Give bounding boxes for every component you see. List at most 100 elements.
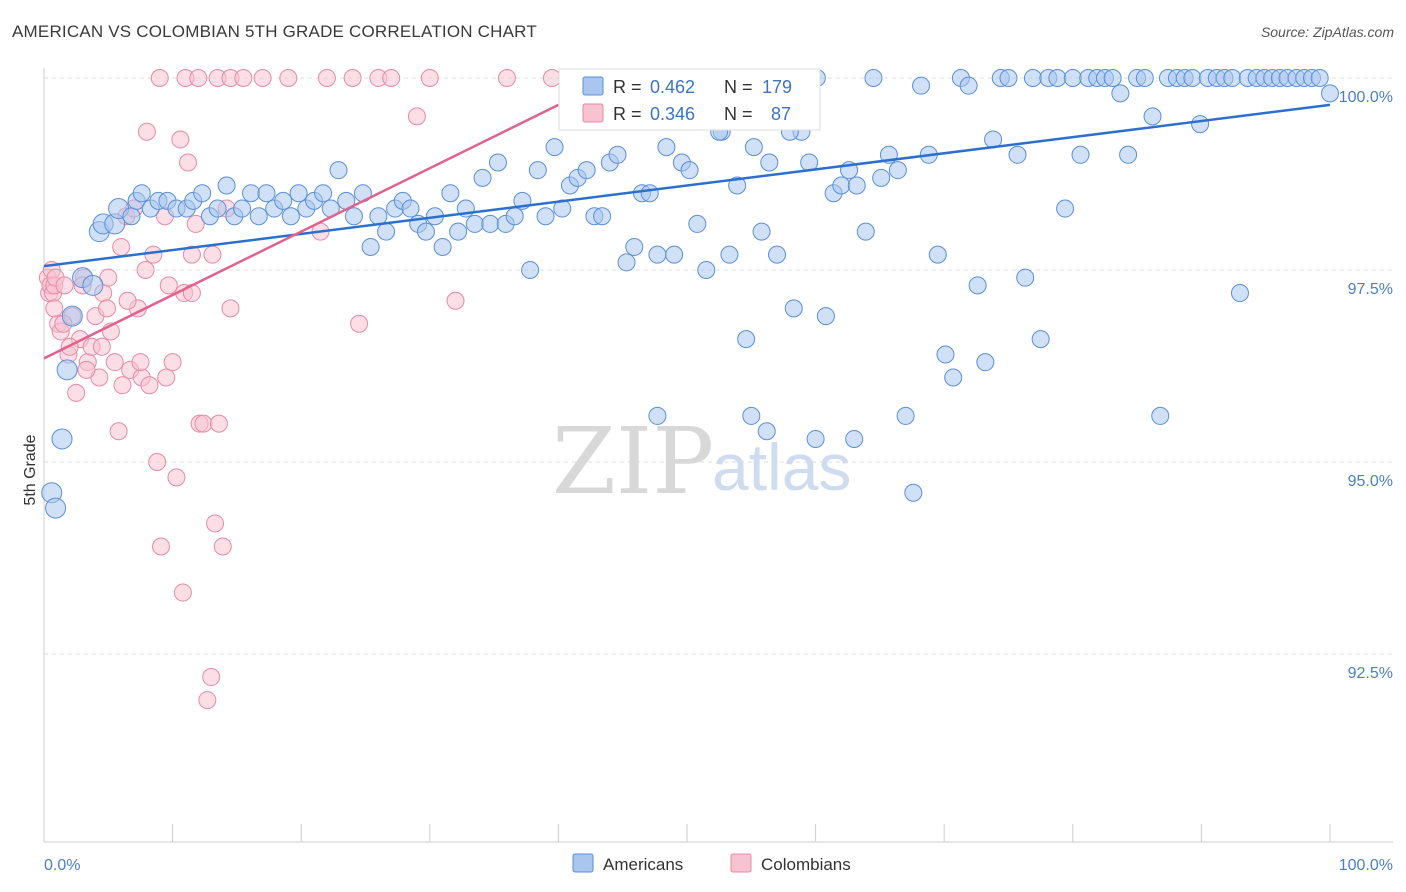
stats-r-value-1: 0.462 — [650, 77, 695, 97]
colombians-point-83 — [157, 368, 176, 387]
colombians-point-67 — [420, 69, 439, 87]
americans-point-145 — [1191, 115, 1210, 134]
y-tick-label-0: 92.5% — [1348, 665, 1393, 682]
colombians-point-37 — [163, 353, 182, 372]
americans-point-140 — [1151, 406, 1170, 425]
americans-point-161 — [1321, 84, 1339, 103]
source-credit: Source: ZipAtlas.com — [1260, 24, 1394, 40]
colombians-point-48 — [206, 514, 225, 533]
americans-point-57 — [488, 153, 507, 172]
stats-r-label-1: R = — [613, 77, 642, 97]
americans-point-168 — [757, 422, 776, 441]
stats-americans-swatch — [582, 76, 604, 96]
americans-point-167 — [742, 406, 761, 425]
americans-point-123 — [1016, 268, 1035, 287]
colombians-point-59 — [234, 69, 253, 87]
americans-point-13 — [132, 184, 151, 203]
americans-point-74 — [625, 237, 644, 256]
colombians-point-75 — [92, 337, 111, 356]
legend-americans-swatch — [572, 853, 594, 873]
americans-point-128 — [1056, 199, 1075, 218]
tick-labels: 92.5% 95.0% 97.5% 100.0% 0.0% 100.0% — [44, 89, 1393, 874]
americans-point-100 — [832, 176, 851, 195]
americans-point-129 — [1063, 69, 1082, 87]
colombians-point-33 — [148, 453, 167, 471]
americans-point-4 — [61, 305, 83, 327]
y-tick-label-3: 100.0% — [1339, 89, 1393, 106]
americans-point-117 — [968, 276, 987, 295]
americans-point-37 — [329, 161, 348, 180]
americans-point-81 — [680, 161, 699, 180]
americans-point-139 — [1143, 107, 1162, 126]
colombians-point-32 — [144, 245, 163, 264]
colombians-point-73 — [118, 291, 137, 310]
americans-point-150 — [1230, 284, 1249, 303]
americans-point-162 — [806, 429, 825, 448]
americans-point-91 — [760, 153, 779, 172]
colombians-point-24 — [113, 376, 132, 395]
colombians-point-52 — [221, 299, 240, 318]
colombians-point-72 — [446, 291, 465, 310]
americans-point-25 — [233, 199, 252, 218]
americans-point-104 — [864, 69, 883, 87]
colombians-point-65 — [382, 69, 401, 87]
colombians-point-22 — [105, 353, 124, 372]
americans-points — [41, 69, 1339, 519]
americans-point-160 — [1310, 69, 1329, 87]
colombians-point-41 — [179, 153, 198, 172]
americans-point-98 — [816, 307, 835, 326]
americans-point-90 — [752, 222, 771, 241]
americans-point-35 — [314, 184, 333, 203]
colombians-point-20 — [98, 299, 117, 318]
americans-point-77 — [648, 245, 667, 264]
americans-point-20 — [193, 184, 212, 203]
americans-point-1 — [45, 497, 67, 519]
americans-point-61 — [521, 261, 540, 279]
americans-point-39 — [344, 207, 363, 226]
colombians-point-23 — [109, 422, 128, 441]
americans-point-52 — [449, 222, 468, 241]
colombians-point-46 — [198, 691, 217, 710]
americans-point-70 — [593, 207, 612, 226]
colombians-point-68 — [497, 69, 516, 87]
americans-point-30 — [274, 191, 293, 210]
americans-point-79 — [665, 245, 684, 264]
americans-point-130 — [1071, 145, 1090, 164]
americans-point-103 — [856, 222, 875, 241]
x-tick-label-0: 0.0% — [44, 857, 80, 874]
stats-n-value-1: 179 — [762, 77, 792, 97]
americans-point-51 — [441, 184, 460, 203]
americans-point-135 — [1111, 84, 1130, 103]
americans-point-26 — [242, 184, 261, 203]
axes — [43, 68, 1393, 843]
stats-r-label-2: R = — [613, 104, 642, 124]
americans-point-108 — [896, 406, 915, 425]
americans-point-68 — [577, 161, 596, 180]
americans-point-11 — [122, 207, 141, 226]
colombians-point-66 — [407, 107, 426, 126]
americans-point-127 — [1048, 69, 1067, 87]
colombians-point-84 — [173, 583, 192, 602]
americans-point-112 — [928, 245, 947, 264]
series-legend: Americans Colombians — [572, 853, 851, 874]
americans-point-125 — [1031, 330, 1050, 349]
americans-point-110 — [912, 76, 931, 95]
legend-colombians-swatch — [730, 853, 752, 873]
americans-point-86 — [720, 245, 739, 264]
americans-point-3 — [56, 359, 78, 381]
americans-point-136 — [1119, 145, 1138, 164]
y-tick-label-2: 97.5% — [1348, 281, 1393, 298]
colombians-point-71 — [350, 314, 369, 333]
americans-point-78 — [657, 138, 676, 157]
colombians-point-36 — [159, 276, 178, 295]
americans-point-27 — [249, 207, 268, 226]
americans-point-2 — [51, 428, 73, 450]
americans-point-73 — [617, 253, 636, 272]
colombians-points — [38, 69, 561, 710]
stats-n-label-2: N = — [724, 104, 753, 124]
americans-point-42 — [369, 207, 388, 226]
colombians-point-30 — [136, 261, 155, 279]
americans-point-124 — [1023, 69, 1042, 87]
americans-point-88 — [737, 330, 756, 349]
colombians-point-69 — [542, 69, 561, 87]
